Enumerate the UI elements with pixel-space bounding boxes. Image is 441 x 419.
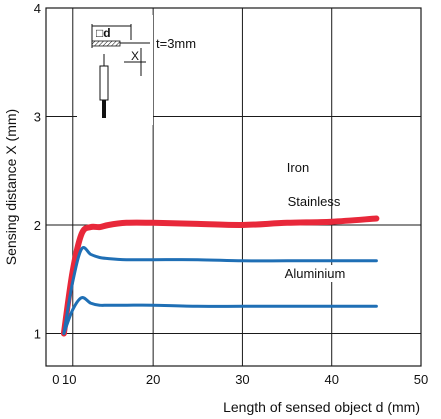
series-label-aluminium: Aluminium (285, 266, 346, 281)
target-object-icon (91, 40, 121, 47)
sensor-cable-icon (102, 100, 106, 118)
series-label-stainless: Stainless (288, 194, 341, 209)
x-tick-label: 0 (52, 372, 59, 387)
series-line-stainless (62, 246, 378, 335)
series-line-aluminium (62, 296, 378, 335)
label-knockout (281, 265, 349, 282)
x-tick-label: 50 (414, 372, 428, 387)
inset-background (77, 15, 153, 125)
x-tick-label: 10 (62, 372, 76, 387)
data-series: Iron Stainless Aluminium (60, 160, 380, 337)
series-line-iron (60, 215, 380, 337)
sensor-diagram-inset: □d t=3mm X (77, 15, 196, 125)
plot-frame (45, 7, 422, 367)
x-tick-label: 20 (146, 372, 160, 387)
inset-object-label: □d (96, 26, 111, 40)
y-tick-label: 1 (34, 326, 41, 341)
inset-distance-label: X (131, 49, 139, 63)
y-tick-label: 2 (34, 218, 41, 233)
y-tick-label: 3 (34, 109, 41, 124)
series-label-iron: Iron (287, 160, 309, 175)
x-tick-label: 30 (235, 372, 249, 387)
inset-thickness-label: t=3mm (156, 36, 196, 51)
x-tick-labels: 0 10 20 30 40 50 (52, 372, 428, 387)
y-tick-labels: 1 2 3 4 (34, 1, 41, 341)
y-axis-label: Sensing distance X (mm) (3, 109, 19, 265)
x-axis-label: Length of sensed object d (mm) (223, 399, 420, 415)
sensor-body-icon (99, 65, 109, 101)
x-tick-label: 40 (324, 372, 338, 387)
y-tick-label: 4 (34, 1, 41, 16)
